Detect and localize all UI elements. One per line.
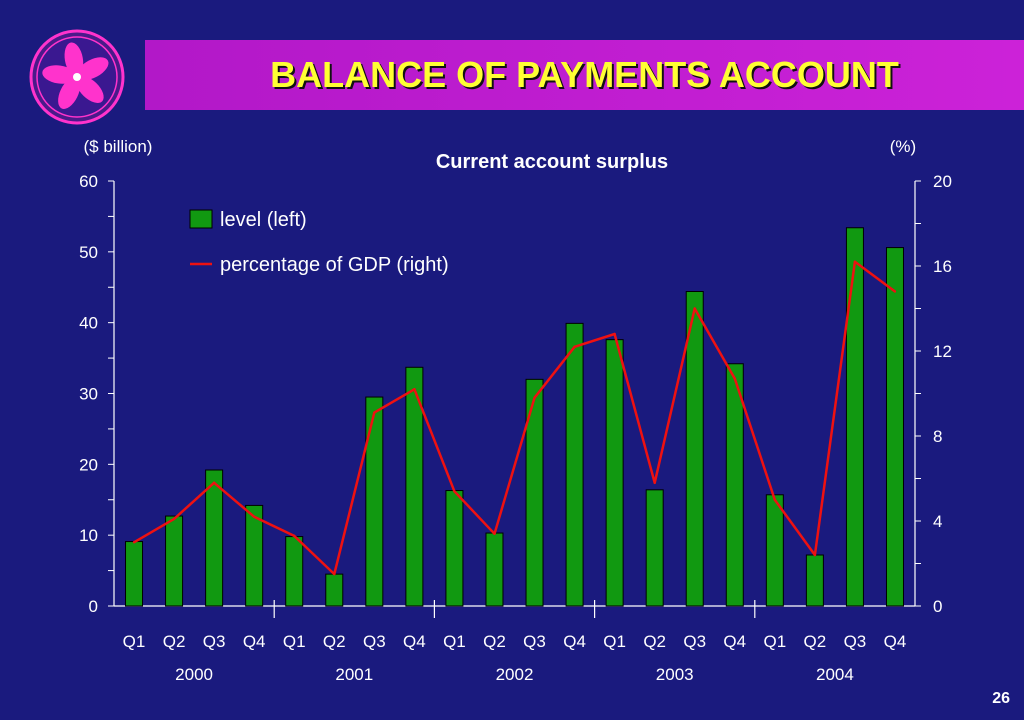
year-label: 2003	[656, 665, 694, 684]
slide-title: BALANCE OF PAYMENTS ACCOUNT	[270, 54, 899, 95]
bar	[325, 573, 344, 607]
category-label: Q2	[163, 632, 186, 651]
year-label: 2002	[496, 665, 534, 684]
category-label: Q1	[763, 632, 786, 651]
category-label: Q4	[243, 632, 266, 651]
bar	[685, 291, 704, 607]
year-label: 2000	[175, 665, 213, 684]
left-axis-unit: ($ billion)	[84, 137, 153, 156]
line-point	[373, 411, 376, 414]
left-tick-label: 40	[79, 314, 98, 333]
year-label: 2004	[816, 665, 854, 684]
line-point	[132, 541, 136, 544]
line-point	[212, 481, 216, 484]
left-tick-label: 60	[79, 172, 98, 191]
bar	[485, 532, 504, 607]
left-tick-label: 10	[79, 526, 98, 545]
bar	[445, 490, 464, 607]
line-point	[252, 515, 256, 518]
category-label: Q3	[523, 632, 546, 651]
bar	[525, 378, 544, 607]
right-tick-label: 12	[933, 342, 952, 361]
bar	[365, 396, 384, 607]
line-point	[453, 490, 456, 493]
line-point	[853, 260, 857, 263]
line-point	[413, 388, 416, 391]
category-label: Q4	[563, 632, 586, 651]
category-label: Q3	[203, 632, 226, 651]
category-label: Q3	[683, 632, 706, 651]
line-point	[333, 572, 336, 576]
legend-bar-label: level (left)	[220, 209, 307, 231]
line-point	[533, 396, 536, 399]
bar	[565, 322, 584, 607]
bar	[805, 554, 824, 607]
legend-line-label: percentage of GDP (right)	[220, 254, 449, 276]
category-label: Q4	[884, 632, 907, 651]
bar	[205, 469, 224, 607]
left-tick-label: 30	[79, 385, 98, 404]
right-tick-label: 20	[933, 172, 952, 191]
category-label: Q1	[603, 632, 626, 651]
bar	[885, 247, 904, 607]
slide-number: 26	[992, 690, 1010, 707]
category-label: Q1	[123, 632, 146, 651]
bar	[245, 504, 264, 607]
line-point	[693, 307, 696, 310]
category-label: Q2	[643, 632, 666, 651]
legend-bar-swatch	[189, 209, 213, 229]
line-point	[493, 532, 496, 535]
line-point	[653, 481, 656, 484]
right-axis-unit: (%)	[890, 137, 916, 156]
bar	[725, 363, 744, 607]
left-tick-label: 0	[89, 597, 98, 616]
line-point	[813, 553, 817, 557]
bar	[405, 366, 424, 607]
bar	[845, 227, 864, 607]
line-point	[773, 498, 777, 501]
category-label: Q4	[403, 632, 426, 651]
title-bar	[145, 40, 1024, 110]
line-point	[893, 290, 897, 293]
bauhinia-flower-icon	[29, 29, 125, 125]
category-label: Q2	[804, 632, 827, 651]
bar	[285, 536, 304, 607]
right-tick-label: 4	[933, 512, 942, 531]
right-tick-label: 8	[933, 427, 942, 446]
line-point	[293, 534, 296, 538]
category-label: Q2	[483, 632, 506, 651]
category-label: Q3	[844, 632, 867, 651]
category-label: Q2	[323, 632, 346, 651]
line-point	[613, 332, 616, 336]
year-label: 2001	[335, 665, 373, 684]
bar	[605, 339, 624, 607]
left-tick-label: 50	[79, 243, 98, 262]
bar	[645, 489, 664, 607]
category-label: Q1	[443, 632, 466, 651]
line-point	[573, 345, 576, 348]
bar	[125, 541, 144, 607]
bar	[765, 494, 784, 607]
category-label: Q4	[723, 632, 746, 651]
left-tick-label: 20	[79, 455, 98, 474]
line-point	[172, 517, 176, 521]
category-label: Q3	[363, 632, 386, 651]
right-tick-label: 16	[933, 257, 952, 276]
right-tick-label: 0	[933, 597, 942, 616]
chart-title: Current account surplus	[436, 151, 668, 173]
category-label: Q1	[283, 632, 306, 651]
line-point	[733, 377, 736, 380]
gdp-percentage-line	[133, 260, 896, 576]
bar	[165, 515, 184, 607]
